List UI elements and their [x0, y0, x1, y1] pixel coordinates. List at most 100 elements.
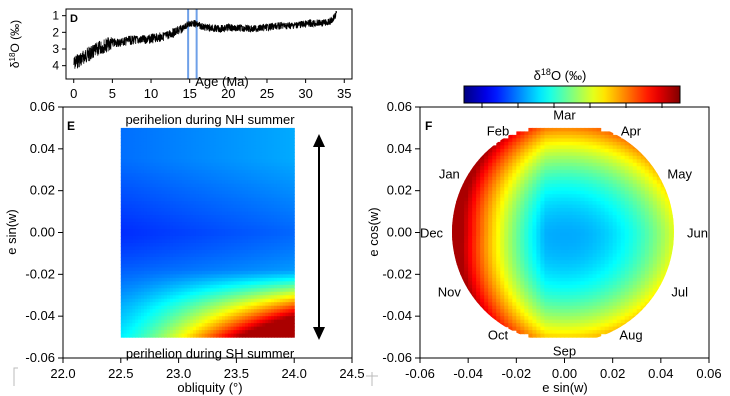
heatmap-cell [198, 211, 203, 216]
heatmap-cell [129, 323, 133, 328]
heatmap-cell [245, 225, 249, 230]
heatmap-cell [291, 263, 295, 268]
heatmap-cell [496, 204, 501, 209]
heatmap-cell [164, 249, 168, 255]
heatmap-cell [224, 312, 229, 317]
heatmap-cell [120, 131, 125, 136]
heatmap-cell [201, 239, 206, 244]
heatmap-cell [195, 215, 200, 220]
heatmap-cell [198, 291, 203, 296]
heatmap-cell [143, 201, 148, 206]
heatmap-cell [245, 291, 249, 296]
heatmap-cell [216, 267, 220, 272]
heatmap-cell [187, 288, 191, 293]
heatmap-cell [236, 270, 240, 275]
heatmap-cell [536, 162, 542, 167]
heatmap-cell [484, 309, 489, 314]
heatmap-cell [201, 277, 206, 282]
heatmap-cell [178, 159, 183, 164]
heatmap-cell [129, 270, 133, 275]
heatmap-cell [193, 288, 197, 293]
heatmap-cell [143, 169, 148, 174]
heatmap-cell [516, 330, 521, 335]
heatmap-cell [213, 239, 217, 244]
heatmap-cell [282, 211, 287, 216]
heatmap-cell [247, 201, 252, 206]
heatmap-cell [164, 291, 168, 296]
heatmap-cell [528, 323, 533, 328]
heatmap-cell [141, 288, 145, 293]
heatmap-cell [476, 166, 481, 171]
heatmap-cell [132, 180, 136, 185]
heatmap-cell [488, 274, 493, 279]
heatmap-cell [544, 326, 550, 331]
heatmap-cell [245, 309, 249, 314]
heatmap-cell [155, 225, 159, 230]
heatmap-cell [516, 211, 521, 216]
heatmap-cell [169, 166, 174, 171]
heatmap-cell [175, 204, 180, 209]
heatmap-cell [512, 281, 517, 286]
heatmap-cell [500, 162, 505, 167]
heatmap-cell [271, 316, 275, 321]
heatmap-cell [239, 260, 243, 265]
heatmap-cell [516, 281, 521, 286]
heatmap-cell [190, 260, 194, 265]
heatmap-cell [276, 281, 281, 286]
heatmap-cell [233, 197, 237, 202]
heatmap-cell [279, 277, 284, 282]
heatmap-cell [516, 277, 521, 282]
heatmap-cell [169, 218, 174, 223]
heatmap-cell [516, 131, 521, 136]
heatmap-cell [195, 194, 200, 199]
heatmap-cell [190, 225, 194, 230]
heatmap-cell [143, 253, 148, 258]
heatmap-cell [279, 218, 284, 223]
heatmap-cell [268, 152, 272, 157]
panel-d-y-tick-label: 2 [52, 25, 59, 39]
heatmap-cell [504, 187, 509, 192]
heatmap-cell [175, 305, 180, 310]
heatmap-cell [250, 246, 255, 251]
heatmap-cell [265, 218, 269, 223]
heatmap-cell [532, 319, 537, 324]
heatmap-cell [169, 190, 174, 195]
heatmap-cell [207, 267, 211, 272]
heatmap-cell [271, 312, 275, 317]
heatmap-cell [520, 222, 525, 227]
heatmap-cell [456, 232, 461, 237]
heatmap-cell [167, 239, 171, 244]
heatmap-cell [184, 187, 188, 192]
heatmap-cell [548, 242, 554, 248]
heatmap-cell [227, 242, 232, 248]
heatmap-cell [536, 215, 542, 220]
heatmap-cell [129, 159, 133, 164]
heatmap-cell [245, 312, 249, 317]
heatmap-cell [452, 242, 457, 248]
heatmap-cell [233, 295, 237, 300]
heatmap-cell [472, 222, 477, 227]
heatmap-cell [291, 330, 295, 335]
heatmap-cell [516, 222, 521, 227]
heatmap-cell [468, 295, 473, 300]
heatmap-cell [219, 284, 223, 289]
heatmap-cell [444, 239, 449, 243]
heatmap-cell [472, 256, 477, 261]
heatmap-cell [158, 187, 162, 192]
heatmap-cell [504, 176, 509, 181]
heatmap-cell [279, 169, 284, 174]
heatmap-cell [155, 323, 159, 328]
heatmap-cell [468, 242, 473, 248]
heatmap-cell [143, 190, 148, 195]
heatmap-cell [496, 239, 501, 244]
heatmap-cell [236, 235, 240, 241]
heatmap-cell [187, 242, 191, 248]
heatmap-cell [256, 225, 261, 230]
heatmap-cell [536, 267, 542, 272]
heatmap-cell [216, 305, 220, 310]
heatmap-cell [138, 291, 142, 296]
heatmap-cell [536, 190, 542, 195]
heatmap-cell [181, 155, 185, 160]
heatmap-cell [524, 263, 529, 268]
heatmap-cell [253, 190, 258, 195]
